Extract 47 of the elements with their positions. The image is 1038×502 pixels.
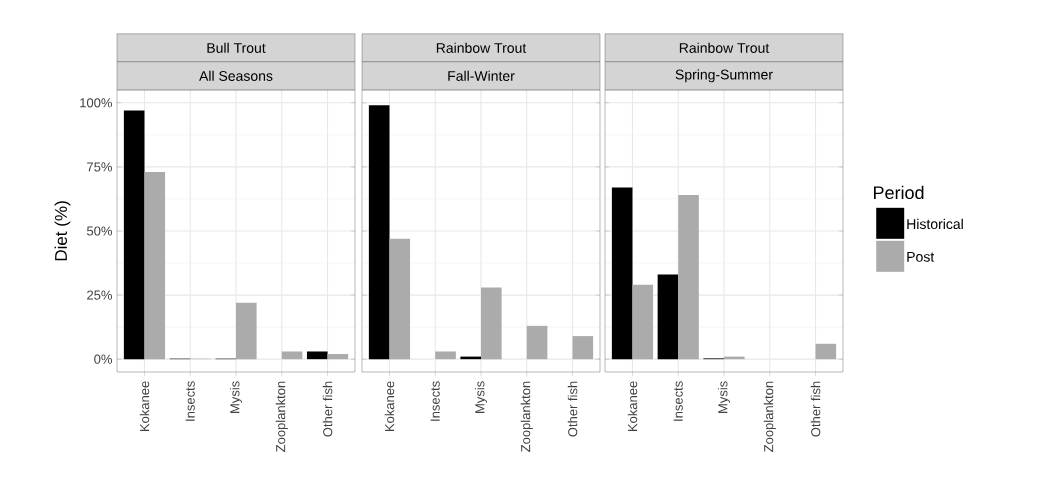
bar <box>657 274 679 360</box>
y-axis-title: Diet (%) <box>54 201 71 261</box>
x-tick-label: Kokanee <box>627 381 638 432</box>
bar <box>306 351 328 360</box>
legend-label: Post <box>907 252 935 262</box>
y-tick-label: 50% <box>86 226 113 236</box>
bar <box>526 325 548 360</box>
bar <box>632 284 654 360</box>
x-tick-label: Zooplankton <box>520 381 533 452</box>
bar <box>281 351 303 360</box>
y-tick-label: 75% <box>87 162 113 172</box>
x-tick-label: Kokanee <box>384 381 395 432</box>
chart-subtitle: Spring-Summer <box>675 69 773 83</box>
legend-label: Historical <box>907 218 963 230</box>
bar <box>327 354 349 360</box>
bar <box>368 105 390 360</box>
x-tick-label: Kokanee <box>139 381 150 432</box>
x-tick-label: Insects <box>430 381 440 421</box>
x-tick-label: Mysis <box>229 381 243 413</box>
x-tick-label: Mysis <box>717 381 731 413</box>
x-tick-label: Insects <box>673 381 683 421</box>
bar <box>611 187 633 360</box>
bar <box>678 195 699 360</box>
x-tick-label: Zooplankton <box>763 381 776 452</box>
bar <box>435 351 456 360</box>
legend-title: Period <box>874 185 924 200</box>
bar <box>236 302 257 360</box>
bar <box>572 336 594 360</box>
chart-subtitle: All Seasons <box>199 70 273 81</box>
bar <box>481 287 502 360</box>
chart-title: Bull Trout <box>207 42 266 53</box>
bar <box>815 343 837 360</box>
chart-title: Rainbow Trout <box>436 42 527 53</box>
bar <box>389 238 411 360</box>
y-tick-label: 100% <box>80 98 113 108</box>
chart-subtitle: Fall-Winter <box>448 70 515 81</box>
chart-title: Rainbow Trout <box>679 42 770 53</box>
x-tick-label: Other fish <box>810 381 821 437</box>
bar <box>123 110 145 360</box>
y-tick-label: 0% <box>94 354 113 364</box>
bar <box>144 172 166 360</box>
x-tick-label: Zooplankton <box>275 381 288 452</box>
x-tick-label: Mysis <box>474 381 488 413</box>
x-tick-label: Other fish <box>322 381 333 437</box>
x-tick-label: Insects <box>185 381 195 421</box>
x-tick-label: Other fish <box>567 381 578 437</box>
y-tick-label: 25% <box>87 290 113 300</box>
